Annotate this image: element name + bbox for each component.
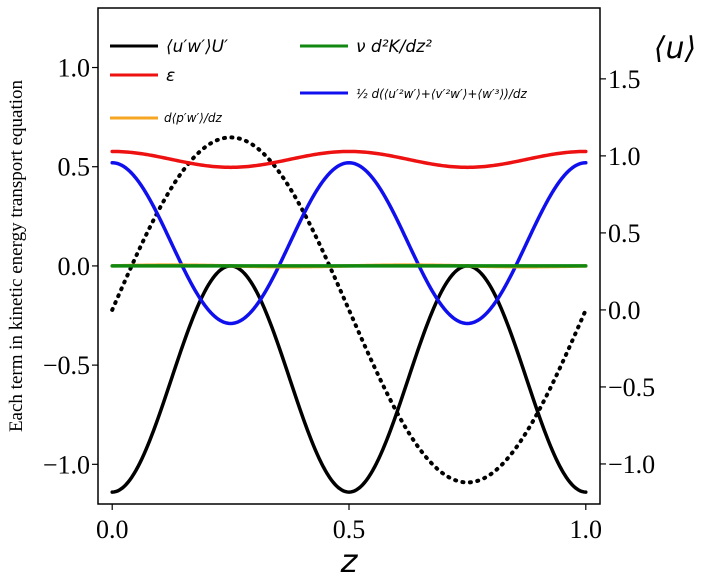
x-tick-label: 0.0 <box>96 515 129 544</box>
legend-label-epsilon: ε <box>166 66 175 86</box>
series-line-0 <box>110 264 588 494</box>
y2-tick-label: 0.5 <box>608 219 641 248</box>
series-line-1 <box>110 149 588 170</box>
y2-tick-label: 1.0 <box>608 142 641 171</box>
x-axis: 0.0 0.5 1.0 <box>96 504 602 544</box>
y-tick-label: 0.0 <box>58 252 91 281</box>
y2-axis-label: ⟨u⟩ <box>654 31 696 66</box>
y-tick-label: 1.0 <box>58 54 91 83</box>
legend-label-viscous: ν d²K/dz² <box>356 37 432 57</box>
y-axis-right: −1.0 −0.5 0.0 0.5 1.0 1.5 <box>600 65 655 479</box>
y-axis-label: Each term in kinetic energy transport eq… <box>6 79 27 432</box>
legend-label-uw: ⟨u′w′⟩U′ <box>166 37 228 57</box>
series-line-4 <box>110 161 588 326</box>
x-tick-label: 0.5 <box>333 515 366 544</box>
x-tick-label: 1.0 <box>570 515 603 544</box>
y2-tick-label: −1.0 <box>608 450 655 479</box>
y-tick-label: −1.0 <box>43 450 90 479</box>
y-tick-label: −0.5 <box>43 351 90 380</box>
legend: ⟨u′w′⟩U′ ε d⟨p′w′⟩/dz ν d²K/dz² ½ d(⟨u′²… <box>110 37 527 125</box>
y-axis-left: −1.0 −0.5 0.0 0.5 1.0 <box>43 54 98 479</box>
legend-label-turbulent: ½ d(⟨u′²w′⟩+⟨v′²w′⟩+⟨w′³⟩)/dz <box>356 87 527 101</box>
series-layer <box>110 135 588 494</box>
y2-tick-label: −0.5 <box>608 373 655 402</box>
y-tick-label: 0.5 <box>58 153 91 182</box>
y2-tick-label: 0.0 <box>608 296 641 325</box>
series-line-5 <box>110 135 588 485</box>
x-axis-label: z <box>340 542 359 580</box>
legend-label-pw: d⟨p′w′⟩/dz <box>164 111 223 125</box>
y2-tick-label: 1.5 <box>608 65 641 94</box>
